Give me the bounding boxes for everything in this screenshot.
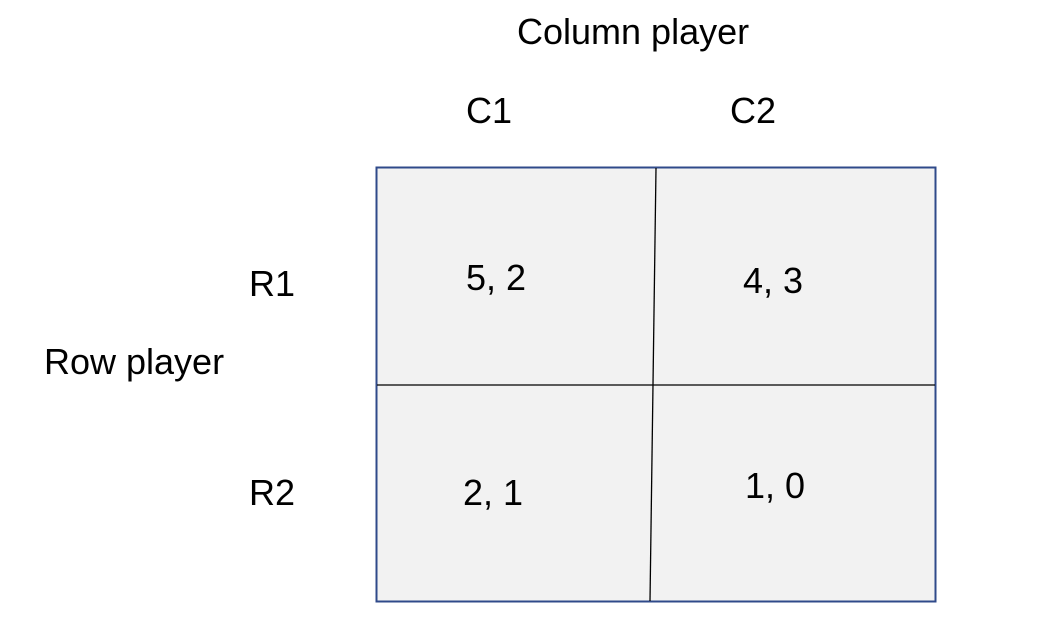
column-strategy-c1: C1 [466, 90, 513, 131]
column-strategy-c2: C2 [730, 90, 777, 131]
column-player-title: Column player [517, 11, 750, 52]
payoff-cell-r2-c2: 1, 0 [745, 465, 806, 506]
row-strategy-r2: R2 [249, 472, 296, 513]
row-player-title: Row player [44, 341, 225, 382]
payoff-cell-r1-c1: 5, 2 [466, 257, 527, 298]
payoff-cell-r1-c2: 4, 3 [743, 260, 804, 301]
row-strategy-r1: R1 [249, 263, 296, 304]
payoff-cell-r2-c1: 2, 1 [463, 472, 524, 513]
